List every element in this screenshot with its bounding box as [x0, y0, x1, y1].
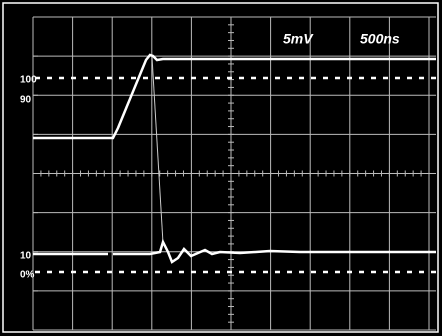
falling-edge-trace	[151, 56, 164, 244]
rising-edge-trace	[33, 53, 436, 140]
level-label: 90	[20, 95, 32, 106]
level-label: 10	[20, 251, 32, 262]
settling-trace	[33, 238, 436, 264]
level-label: 100	[20, 75, 37, 86]
level-label: 0%	[20, 270, 35, 281]
time-per-div: 500ns	[360, 31, 400, 47]
screen-border	[2, 2, 439, 333]
graticule	[32, 16, 436, 331]
volts-per-div: 5mV	[283, 31, 314, 47]
